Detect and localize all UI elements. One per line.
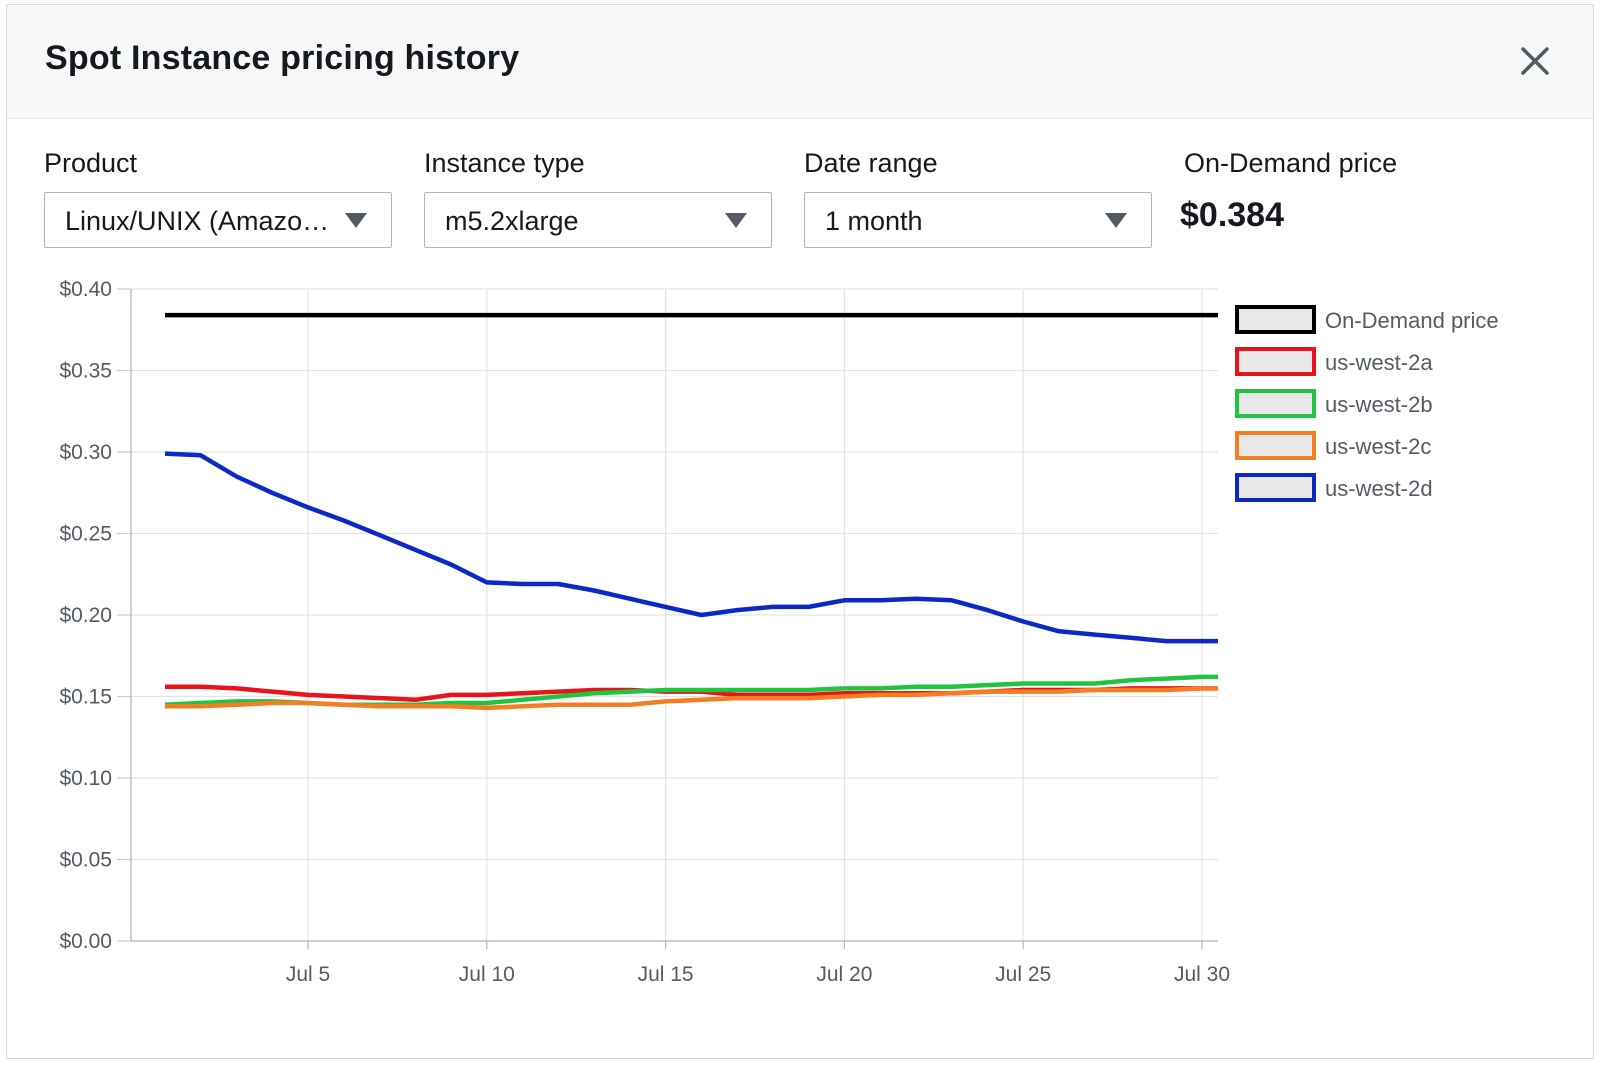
modal-title: Spot Instance pricing history	[45, 39, 520, 77]
close-icon	[1521, 47, 1549, 75]
x-tick-label: Jul 20	[816, 963, 872, 986]
caret-down-icon	[345, 213, 367, 228]
y-tick-label: $0.30	[59, 441, 112, 464]
product-label: Product	[44, 148, 138, 178]
legend-label: On-Demand price	[1325, 308, 1499, 333]
legend-label: us-west-2b	[1325, 392, 1433, 417]
x-tick-label: Jul 10	[459, 963, 515, 986]
legend-swatch	[1235, 389, 1316, 418]
x-tick-label: Jul 15	[638, 963, 694, 986]
y-tick-label: $0.20	[59, 604, 112, 627]
legend-item-us-west-2b[interactable]: us-west-2b	[1235, 389, 1433, 418]
y-tick-label: $0.35	[59, 360, 112, 383]
legend-label: us-west-2c	[1325, 434, 1431, 459]
legend-swatch	[1235, 431, 1316, 460]
chart-grid	[131, 288, 1218, 942]
legend-label: us-west-2d	[1325, 476, 1433, 501]
y-tick-label: $0.15	[59, 686, 112, 709]
date-range-label: Date range	[804, 148, 938, 178]
chart-series	[164, 312, 1218, 711]
x-tick-label: Jul 30	[1174, 963, 1230, 986]
legend-swatch	[1235, 305, 1316, 334]
date-range-select[interactable]: 1 month	[804, 192, 1152, 248]
instance-type-select[interactable]: m5.2xlarge	[424, 192, 772, 248]
x-tick-label: Jul 25	[995, 963, 1051, 986]
y-tick-label: $0.40	[59, 278, 112, 301]
y-tick-label: $0.10	[59, 767, 112, 790]
legend-item-us-west-2a[interactable]: us-west-2a	[1235, 347, 1433, 376]
y-tick-label: $0.00	[59, 930, 112, 953]
y-tick-label: $0.05	[59, 849, 112, 872]
on-demand-price-value: $0.384	[1180, 196, 1284, 234]
close-button[interactable]	[1517, 43, 1553, 79]
y-tick-label: $0.25	[59, 523, 112, 546]
legend-item-us-west-2c[interactable]: us-west-2c	[1235, 431, 1431, 460]
modal-header: Spot Instance pricing history	[7, 5, 1593, 119]
x-tick-label: Jul 5	[286, 963, 330, 986]
series-line-us-west-2d	[164, 451, 1218, 644]
y-axis: $0.40 $0.35 $0.30 $0.25 $0.20 $0.15 $0.10 $0.05…	[59, 278, 132, 953]
instance-type-label: Instance type	[424, 148, 585, 178]
on-demand-label: On-Demand price	[1184, 148, 1398, 178]
caret-down-icon	[725, 213, 747, 228]
legend-swatch	[1235, 347, 1316, 376]
x-axis: Jul 5 Jul 10 Jul 15 Jul 20 Jul 25 Jul 30	[131, 940, 1230, 986]
legend-label: us-west-2a	[1325, 350, 1433, 375]
series-line-us-west-2c	[165, 686, 1218, 711]
product-select[interactable]: Linux/UNIX (Amazo…	[44, 192, 392, 248]
chart-legend: On-Demand price us-west-2a us-west-2b us-we…	[1235, 305, 1499, 502]
caret-down-icon	[1105, 213, 1127, 228]
legend-swatch	[1235, 473, 1316, 502]
pricing-history-modal: Spot Instance pricing history	[6, 4, 1594, 1059]
legend-item-us-west-2d[interactable]: us-west-2d	[1235, 473, 1433, 502]
legend-item-on-demand[interactable]: On-Demand price	[1235, 305, 1499, 334]
